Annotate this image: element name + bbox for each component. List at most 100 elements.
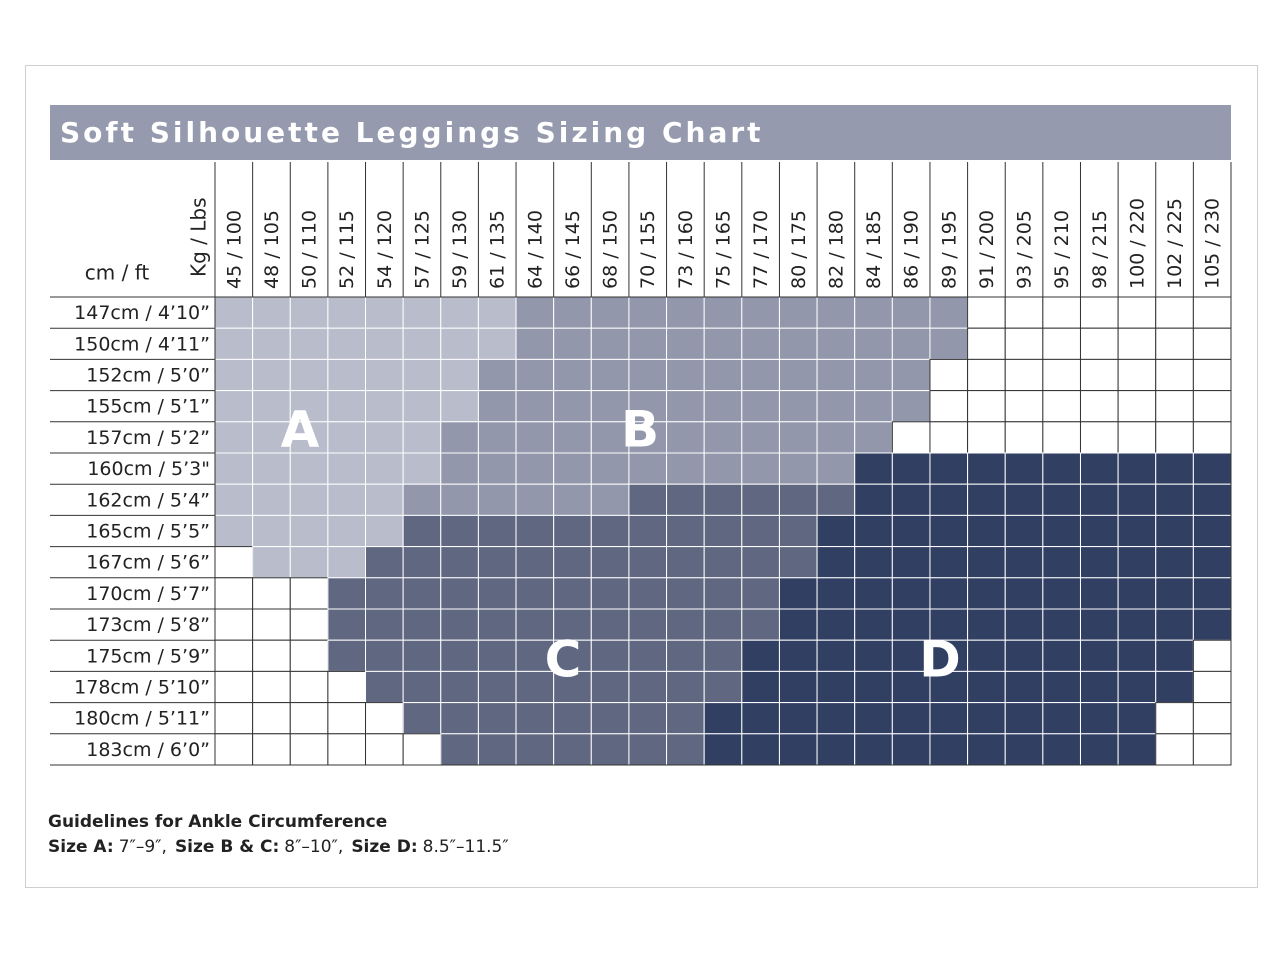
size-cell	[854, 390, 893, 423]
size-cell	[778, 670, 818, 704]
size-cell	[1192, 670, 1232, 704]
size-cell	[1192, 639, 1232, 672]
size-cell	[1155, 327, 1194, 360]
size-cell	[628, 733, 668, 766]
size-cell	[365, 670, 404, 704]
size-cell	[214, 670, 254, 704]
size-cell	[741, 733, 780, 766]
size-cell	[741, 421, 780, 454]
size-cell	[628, 639, 668, 672]
size-cell	[628, 327, 668, 360]
size-cell	[891, 733, 931, 766]
size-cell	[703, 733, 743, 766]
size-cell	[252, 483, 291, 516]
size-cell	[252, 702, 291, 735]
column-label: 68 / 150	[600, 210, 622, 289]
size-cell	[515, 452, 555, 485]
size-cell	[402, 483, 442, 516]
size-cell	[477, 608, 517, 641]
size-cell	[327, 327, 367, 360]
column-label: 86 / 190	[901, 210, 923, 289]
size-cell	[1042, 639, 1081, 672]
size-cell	[1079, 390, 1119, 423]
size-cell	[252, 452, 291, 485]
size-cell	[1004, 670, 1044, 704]
size-cell	[778, 514, 818, 548]
size-cell	[891, 358, 931, 392]
size-cell	[1117, 514, 1157, 548]
size-cell	[289, 670, 329, 704]
row-label: 167cm / 5’6”	[86, 552, 210, 574]
size-cell	[1117, 577, 1157, 610]
size-cell	[891, 514, 931, 548]
size-cell	[1042, 608, 1081, 641]
size-cell	[816, 702, 856, 735]
size-cell	[1004, 390, 1044, 423]
size-cell	[440, 577, 479, 610]
size-cell	[628, 452, 668, 485]
size-cell	[440, 483, 479, 516]
size-cell	[778, 546, 818, 579]
size-cell	[590, 327, 630, 360]
size-cell	[891, 670, 931, 704]
column-label: 45 / 100	[223, 210, 245, 289]
guidelines-line: Size A: 7″–9″, Size B & C: 8″–10″, Size D: 8.…	[48, 837, 509, 857]
size-cell	[703, 639, 743, 672]
size-cell	[1155, 639, 1194, 672]
size-cell	[929, 296, 969, 329]
size-cell	[477, 514, 517, 548]
size-cell	[967, 296, 1006, 329]
size-cell	[666, 702, 705, 735]
size-cell	[703, 452, 743, 485]
size-cell	[1192, 514, 1232, 548]
size-cell	[515, 733, 555, 766]
size-cell	[816, 546, 856, 579]
size-cell	[778, 702, 818, 735]
size-cell	[1117, 639, 1157, 672]
size-cell	[214, 390, 254, 423]
size-cell	[1042, 577, 1081, 610]
size-cell	[365, 733, 404, 766]
size-cell	[1117, 483, 1157, 516]
size-cell	[327, 296, 367, 329]
size-cell	[402, 546, 442, 579]
size-cell	[816, 327, 856, 360]
size-cell	[1155, 608, 1194, 641]
size-cell	[214, 546, 254, 579]
size-cell	[666, 670, 705, 704]
grid-border	[214, 296, 1232, 766]
size-cell	[252, 608, 291, 641]
size-cell	[666, 296, 705, 329]
size-cell	[1117, 546, 1157, 579]
size-cell	[854, 733, 893, 766]
size-cell	[741, 452, 780, 485]
size-cell	[741, 327, 780, 360]
size-cell	[891, 546, 931, 579]
size-cell	[628, 670, 668, 704]
size-cell	[252, 577, 291, 610]
size-cell	[515, 421, 555, 454]
column-label: 50 / 110	[299, 210, 321, 289]
size-cell	[741, 358, 780, 392]
size-cell	[553, 452, 592, 485]
column-label: 89 / 195	[938, 210, 960, 289]
size-cell	[477, 639, 517, 672]
size-cell	[1042, 327, 1081, 360]
size-cell	[854, 327, 893, 360]
size-cell	[778, 639, 818, 672]
size-cell	[703, 421, 743, 454]
size-cell	[553, 639, 592, 672]
size-cell	[1079, 733, 1119, 766]
size-cell	[365, 358, 404, 392]
size-cell	[1155, 670, 1194, 704]
size-cell	[477, 421, 517, 454]
size-cell	[967, 577, 1006, 610]
size-cell	[816, 670, 856, 704]
size-cell	[289, 733, 329, 766]
size-cell	[1042, 546, 1081, 579]
size-cell	[1079, 514, 1119, 548]
size-cell	[967, 608, 1006, 641]
size-cell	[327, 639, 367, 672]
size-cell	[289, 327, 329, 360]
